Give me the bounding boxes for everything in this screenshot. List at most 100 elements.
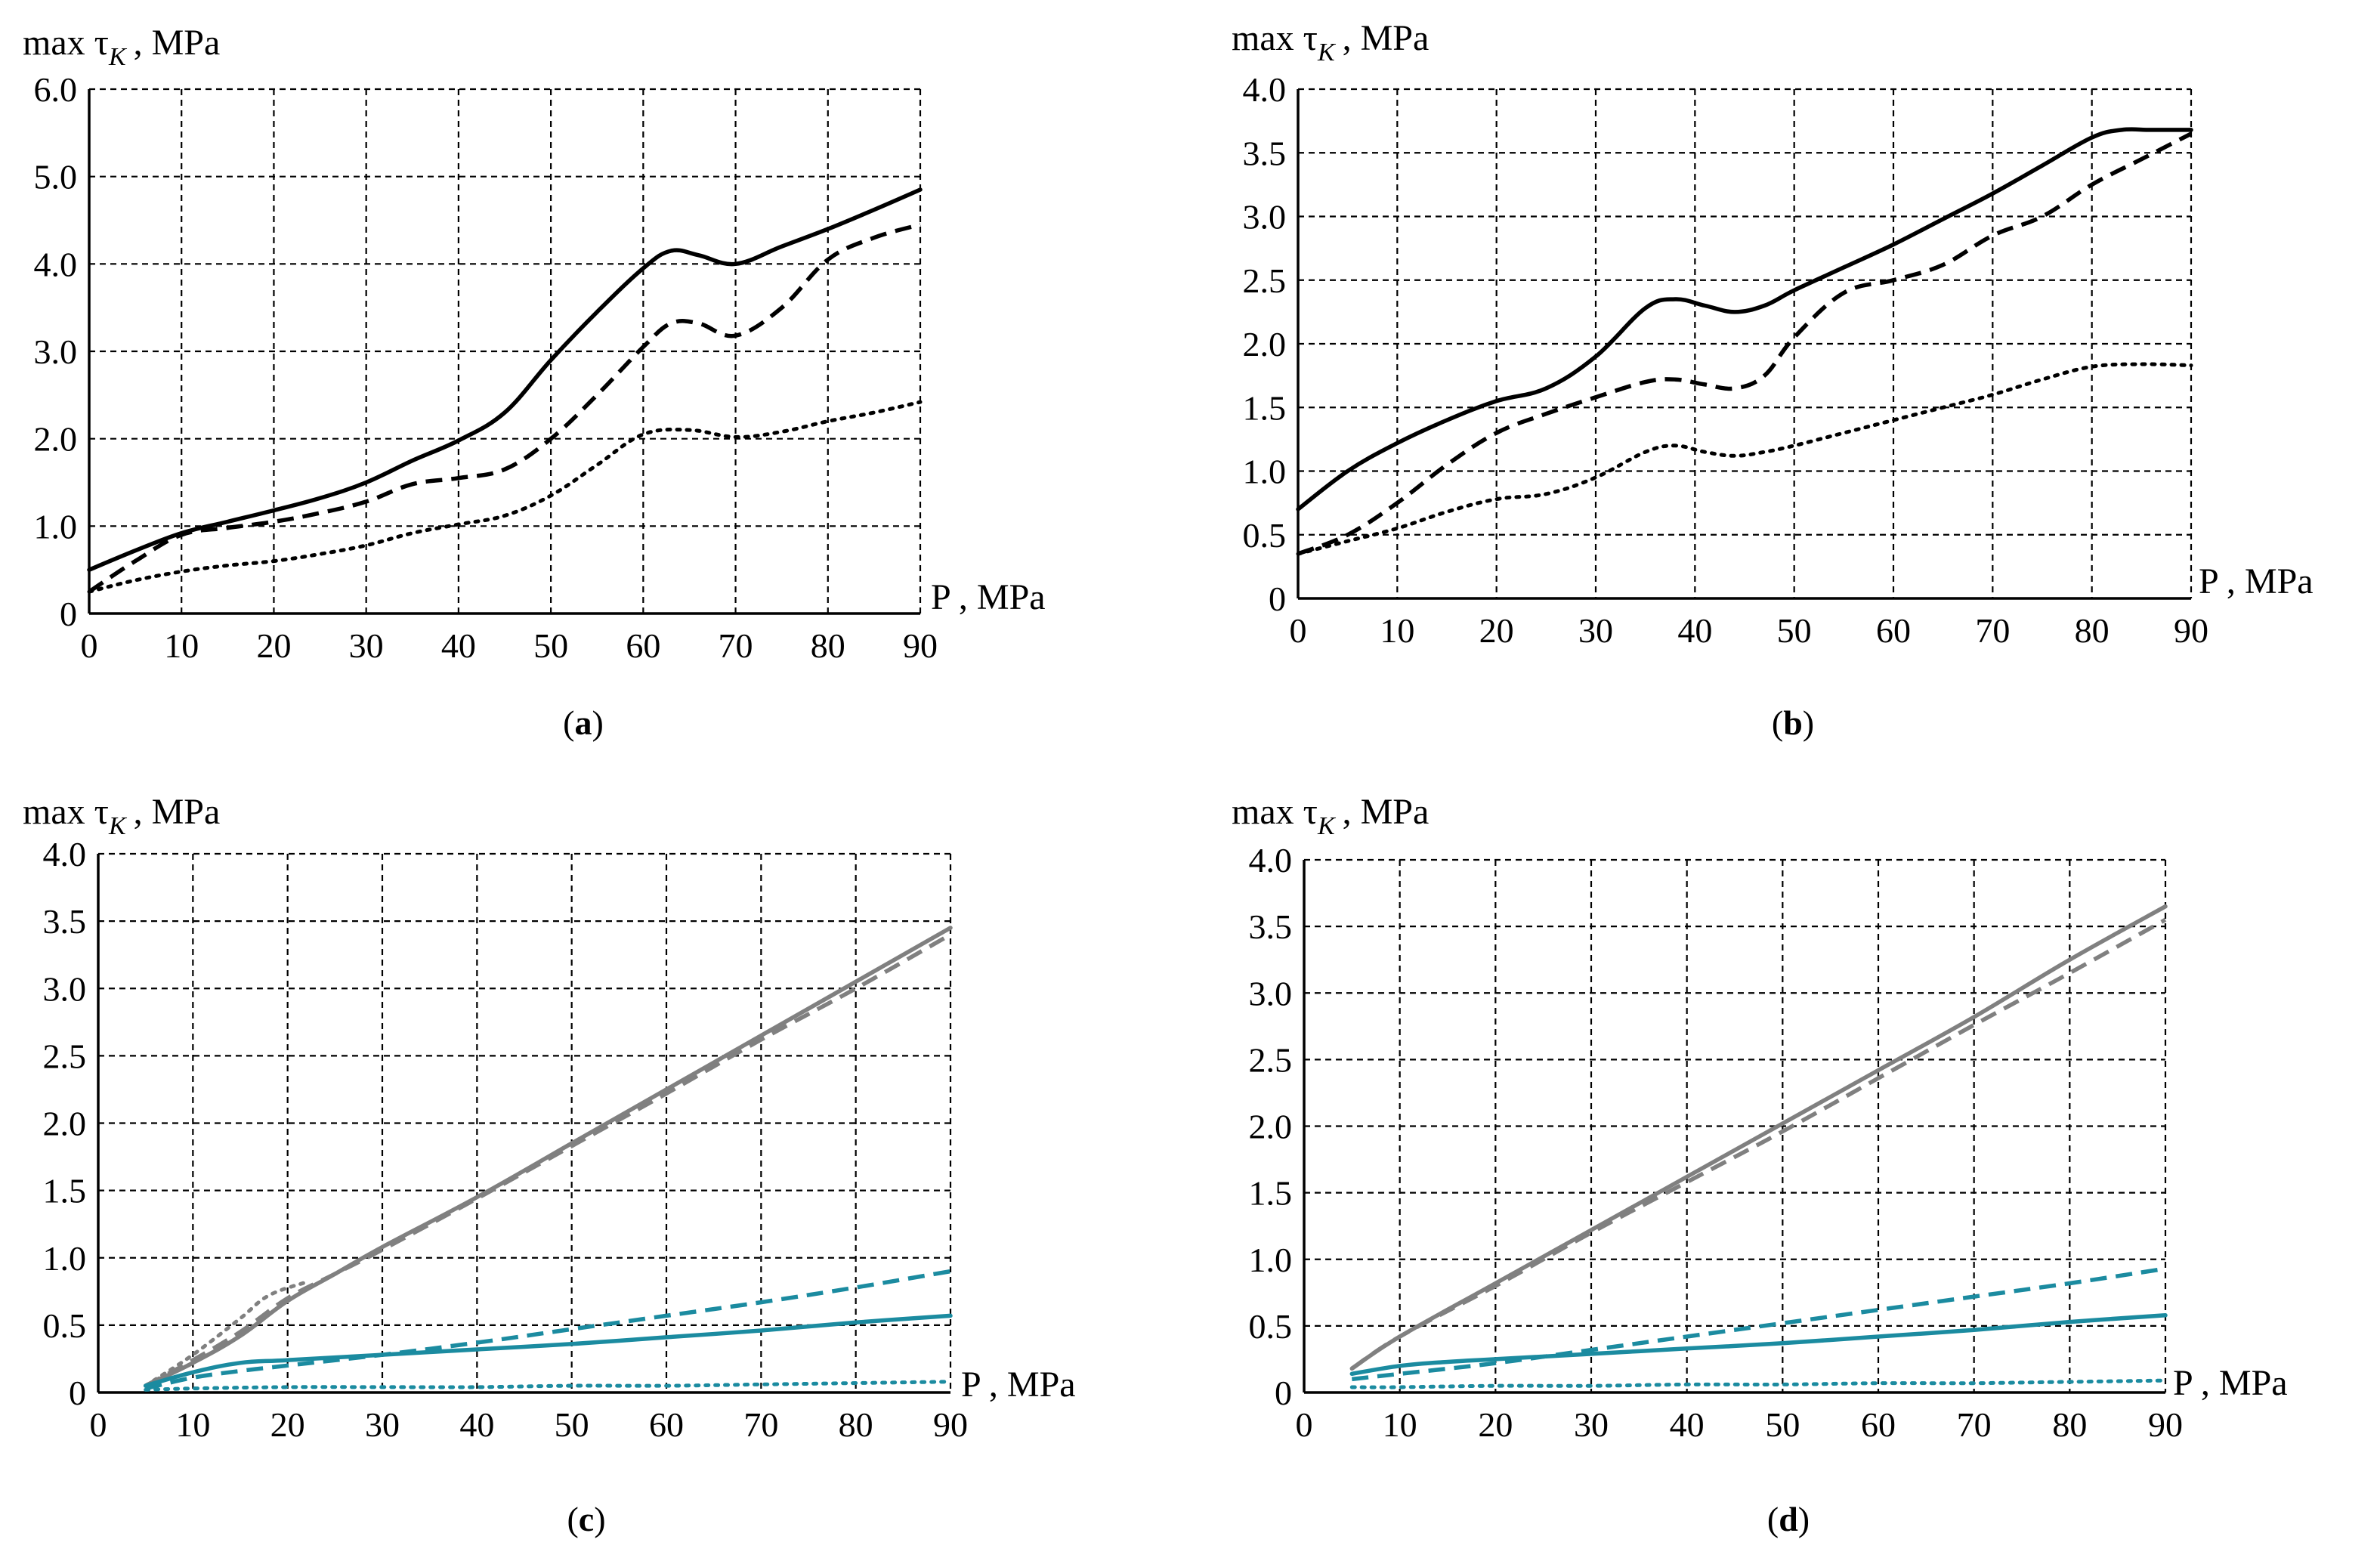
series-d-teal-dashed <box>1351 1266 2166 1382</box>
x-tick-a-50: 50 <box>533 626 568 665</box>
y-tick-d-1.5: 1.5 <box>1249 1174 1293 1213</box>
x-tick-d-30: 30 <box>1574 1405 1609 1444</box>
series-d-teal-solid <box>1349 1313 2168 1377</box>
series-c-teal-dotted <box>144 1380 953 1392</box>
series-c-gray-solid <box>143 926 953 1388</box>
series-b-dotted <box>1296 362 2193 556</box>
y-tick-a-3.0: 3.0 <box>34 332 78 371</box>
y-tick-a-2.0: 2.0 <box>34 420 78 459</box>
y-tick-d-3.5: 3.5 <box>1249 907 1293 946</box>
y-tick-c-3.5: 3.5 <box>43 902 87 941</box>
x-tick-a-90: 90 <box>903 626 938 665</box>
x-tick-c-80: 80 <box>839 1405 873 1444</box>
x-tick-c-40: 40 <box>459 1405 494 1444</box>
x-tick-b-30: 30 <box>1578 611 1613 650</box>
y-tick-b-3.5: 3.5 <box>1243 134 1287 172</box>
x-tick-b-0: 0 <box>1290 611 1307 650</box>
y-axis-label-d: max τK, MPa <box>1232 792 1429 840</box>
y-tick-b-1.5: 1.5 <box>1243 388 1287 427</box>
grid-d <box>1304 858 2167 1392</box>
y-tick-c-0.5: 0.5 <box>43 1306 87 1345</box>
caption-d: (d) <box>1767 1500 1810 1538</box>
x-tick-a-60: 60 <box>626 626 660 665</box>
series-d-teal-dotted <box>1349 1378 2168 1389</box>
y-tick-d-2.5: 2.5 <box>1249 1040 1293 1079</box>
y-tick-d-2.0: 2.0 <box>1249 1108 1293 1146</box>
x-axis-label-b: P , MPa <box>2199 561 2314 601</box>
x-tick-d-90: 90 <box>2148 1405 2183 1444</box>
y-tick-d-1.0: 1.0 <box>1249 1241 1293 1279</box>
chart-a: max τK, MPa P , MPa (a) 0 10 20 30 40 50 60 70 8… <box>23 23 1046 742</box>
x-tick-a-30: 30 <box>349 626 384 665</box>
x-tick-a-10: 10 <box>164 626 199 665</box>
x-tick-a-70: 70 <box>719 626 753 665</box>
x-tick-d-50: 50 <box>1765 1405 1800 1444</box>
y-tick-c-4.0: 4.0 <box>43 835 87 873</box>
x-tick-d-20: 20 <box>1478 1405 1513 1444</box>
caption-c: (c) <box>567 1500 605 1538</box>
x-axis-label-a: P , MPa <box>931 577 1046 617</box>
series-a-dashed <box>88 222 921 594</box>
x-tick-c-70: 70 <box>743 1405 778 1444</box>
x-tick-b-90: 90 <box>2174 611 2208 650</box>
y-tick-c-1.0: 1.0 <box>43 1239 87 1278</box>
x-tick-a-40: 40 <box>441 626 476 665</box>
y-tick-a-1.0: 1.0 <box>34 507 78 546</box>
chart-b: max τK, MPa P , MPa (b) 0 10 20 30 40 50 60 70 8… <box>1232 18 2314 742</box>
caption-a: (a) <box>563 703 604 742</box>
x-tick-d-60: 60 <box>1861 1405 1896 1444</box>
x-tick-c-20: 20 <box>270 1405 305 1444</box>
x-tick-d-40: 40 <box>1670 1405 1705 1444</box>
chart-c: max τK, MPa P , MPa (c) 0 10 20 30 40 50 60 70 8… <box>23 792 1076 1538</box>
x-tick-c-90: 90 <box>933 1405 968 1444</box>
y-tick-c-1.5: 1.5 <box>43 1172 87 1210</box>
x-tick-b-50: 50 <box>1777 611 1812 650</box>
caption-b: (b) <box>1772 703 1814 742</box>
x-tick-c-10: 10 <box>175 1405 210 1444</box>
series-b-dashed <box>1297 131 2193 556</box>
y-tick-d-0.5: 0.5 <box>1249 1307 1293 1346</box>
y-tick-b-2.0: 2.0 <box>1243 325 1287 363</box>
grid-a <box>89 88 922 614</box>
x-tick-b-70: 70 <box>1975 611 2010 650</box>
series-d-gray-dashed <box>1350 917 2167 1371</box>
y-tick-c-2.5: 2.5 <box>43 1037 87 1075</box>
x-tick-d-10: 10 <box>1383 1405 1417 1444</box>
y-tick-b-0.5: 0.5 <box>1243 516 1287 555</box>
y-tick-b-0: 0 <box>1269 580 1286 618</box>
y-tick-a-6.0: 6.0 <box>34 70 78 109</box>
series-b-solid <box>1296 127 2193 512</box>
y-tick-b-2.5: 2.5 <box>1243 261 1287 300</box>
x-tick-a-80: 80 <box>811 626 845 665</box>
series-a-solid <box>87 187 923 572</box>
x-tick-c-30: 30 <box>365 1405 400 1444</box>
y-tick-d-0: 0 <box>1275 1374 1292 1412</box>
y-axis-label-a: max τK, MPa <box>23 23 220 71</box>
grid-b <box>1298 88 2193 598</box>
x-tick-b-60: 60 <box>1876 611 1911 650</box>
y-tick-c-2.0: 2.0 <box>43 1105 87 1143</box>
y-tick-a-5.0: 5.0 <box>34 158 78 196</box>
x-tick-d-70: 70 <box>1957 1405 1992 1444</box>
x-tick-a-20: 20 <box>256 626 291 665</box>
x-tick-b-20: 20 <box>1479 611 1514 650</box>
x-tick-c-60: 60 <box>649 1405 684 1444</box>
y-tick-a-0: 0 <box>60 595 77 633</box>
series-c-gray-dotted <box>144 1280 309 1388</box>
y-axis-label-b: max τK, MPa <box>1232 18 1429 66</box>
y-tick-c-3.0: 3.0 <box>43 969 87 1008</box>
series-c-teal-dashed <box>145 1269 951 1391</box>
y-tick-b-4.0: 4.0 <box>1243 70 1287 109</box>
series-c-teal-solid <box>143 1313 953 1388</box>
y-axis-label-c: max τK, MPa <box>23 792 220 840</box>
y-tick-b-1.0: 1.0 <box>1243 453 1287 491</box>
y-tick-a-4.0: 4.0 <box>34 245 78 283</box>
series-c-gray-dashed <box>144 932 952 1388</box>
x-tick-b-10: 10 <box>1380 611 1414 650</box>
x-tick-c-50: 50 <box>555 1405 589 1444</box>
x-tick-c-0: 0 <box>90 1405 107 1444</box>
grid-c <box>98 852 952 1392</box>
x-tick-b-40: 40 <box>1677 611 1712 650</box>
y-tick-b-3.0: 3.0 <box>1243 198 1287 236</box>
